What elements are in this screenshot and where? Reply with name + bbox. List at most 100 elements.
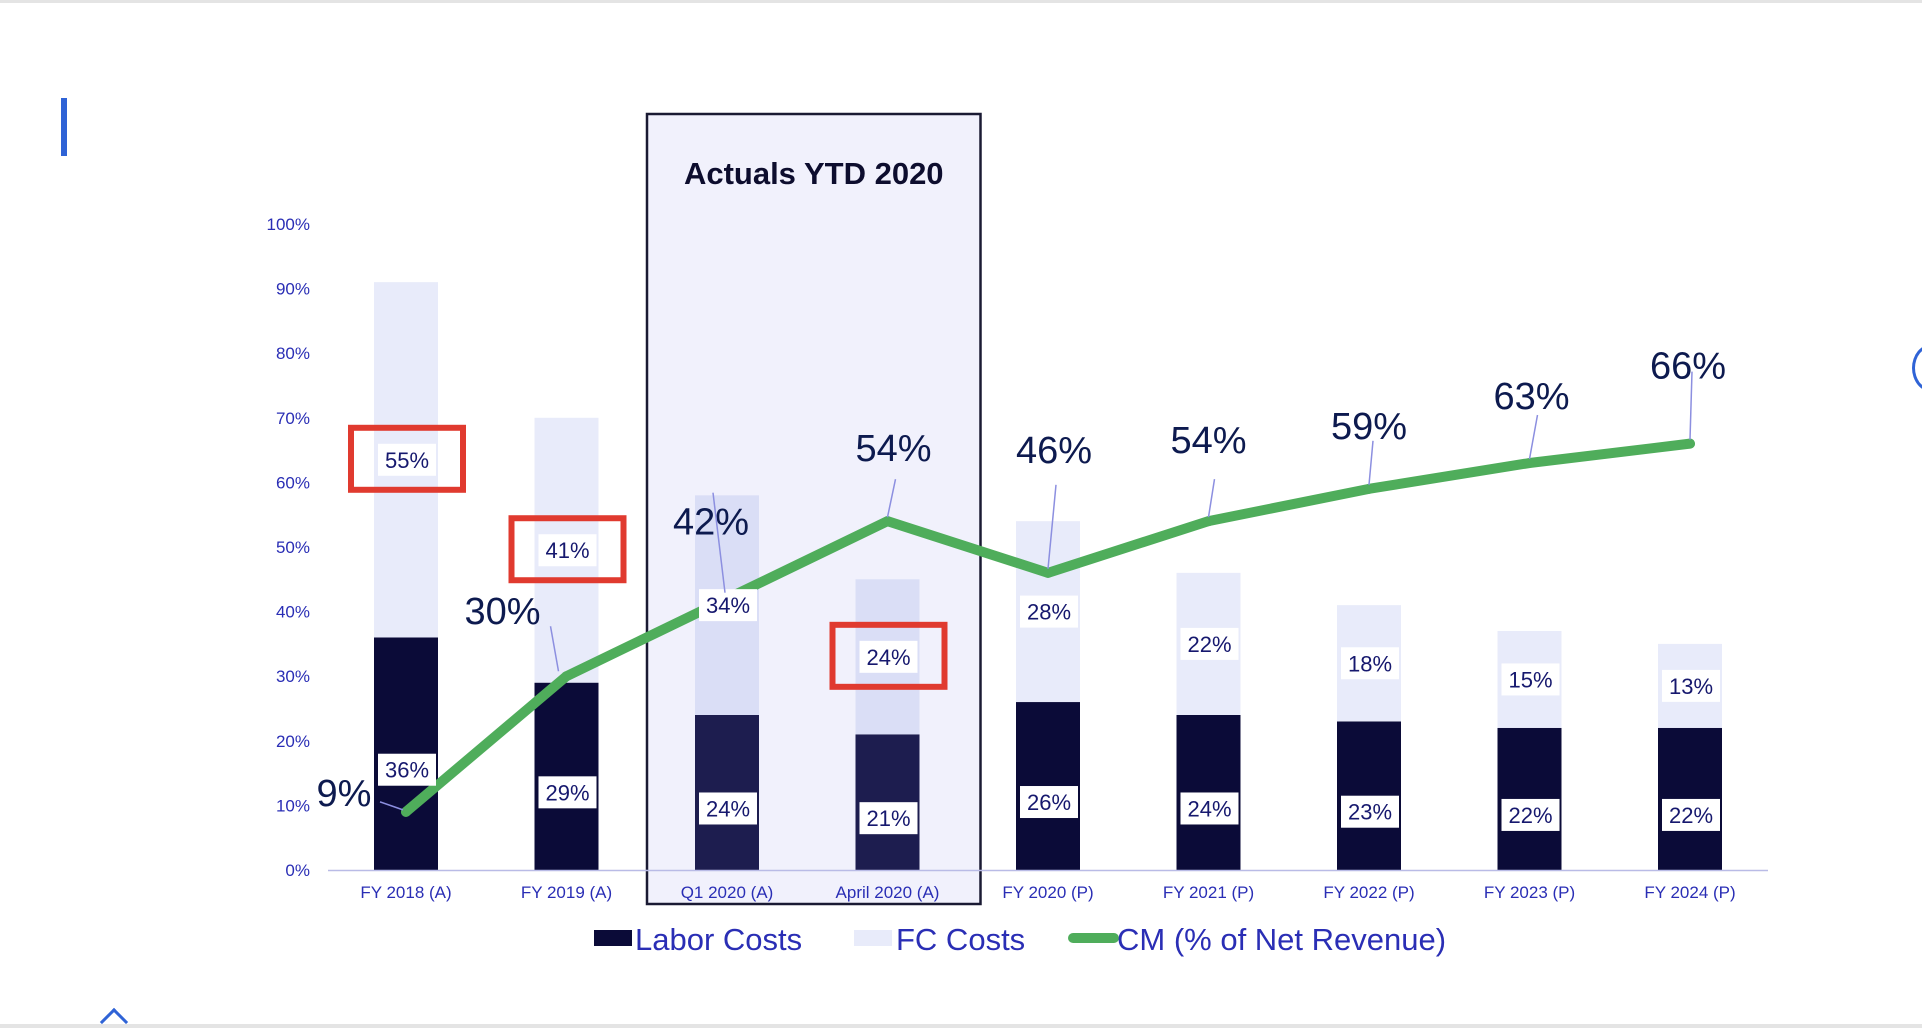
red-highlight-box (508, 515, 627, 584)
cm-label: 46% (1016, 430, 1092, 472)
y-tick-label: 60% (276, 473, 310, 492)
y-tick-label: 20% (276, 732, 310, 751)
fc-costs-label-bg (1180, 627, 1239, 660)
x-axis: FY 2018 (A) FY 2019 (A) Q1 2020 (A) April 2… (328, 869, 1768, 902)
data-labels-layer: 36% 55% 29% 41% 24% 34% 21% 24% 26% 28% 24% 22% 23% 1… (317, 346, 1726, 835)
labor-costs-label: 29% (545, 780, 589, 805)
legend-labor-label: Labor Costs (635, 922, 802, 957)
x-tick-label: FY 2024 (P) (1644, 883, 1735, 902)
labor-costs-label-bg (1501, 798, 1560, 831)
cm-point (1364, 483, 1374, 494)
x-tick-label: FY 2023 (P) (1484, 883, 1575, 902)
fc-costs-label-bg (1501, 663, 1560, 696)
cm-label-leader (712, 492, 726, 593)
title-accent-bar (61, 98, 67, 156)
legend-fc-swatch (854, 930, 892, 946)
highlight-region-title: Actuals YTD 2020 (684, 156, 944, 191)
cm-label: 54% (855, 428, 931, 470)
labor-costs-label-bg (859, 802, 918, 835)
labor-costs-label-bg (699, 792, 757, 825)
cm-label: 9% (317, 773, 372, 815)
x-tick-label: FY 2019 (A) (521, 883, 612, 902)
labor-costs-label-bg (1662, 798, 1720, 831)
cm-label: 42% (673, 502, 749, 544)
cm-label-leader (1368, 440, 1374, 485)
slide-top-border (0, 0, 1922, 3)
legend-labor-swatch (594, 930, 632, 946)
red-highlight-box (829, 621, 948, 690)
y-tick-label: 10% (276, 796, 310, 815)
y-tick-label: 40% (276, 603, 310, 622)
fc-costs-label-bg (1341, 647, 1399, 680)
cm-label: 59% (1331, 406, 1407, 448)
cm-label-leader (1047, 484, 1057, 569)
cm-label-leader (886, 479, 897, 518)
labor-costs-label: 26% (1027, 790, 1071, 815)
fc-costs-label-bg (1662, 669, 1720, 702)
cm-label-leader (1689, 371, 1693, 440)
y-tick-label: 90% (276, 280, 310, 299)
legend-fc-label: FC Costs (896, 922, 1025, 957)
labor-costs-label-bg (1341, 795, 1399, 828)
x-tick-label: Q1 2020 (A) (681, 883, 774, 902)
legend-cm-label: CM (% of Net Revenue) (1117, 922, 1446, 957)
labor-costs-label: 22% (1508, 803, 1552, 828)
cm-point (1524, 458, 1535, 469)
y-tick-label: 30% (276, 667, 310, 686)
y-tick-label: 100% (267, 215, 310, 234)
fc-costs-label: 24% (866, 645, 910, 670)
labor-costs-bar (1337, 721, 1401, 870)
labor-costs-label-bg (1020, 786, 1078, 819)
labor-costs-label-bg (378, 753, 436, 786)
labor-costs-label: 23% (1348, 800, 1392, 825)
x-tick-label: FY 2020 (P) (1002, 883, 1093, 902)
x-tick-label: April 2020 (A) (836, 883, 940, 902)
fc-costs-label-bg (699, 589, 757, 622)
fc-costs-label: 34% (706, 593, 750, 618)
y-axis: 0% 10% 20% 30% 40% 50% 60% 70% 80% 90% 100% (267, 215, 310, 880)
y-tick-label: 50% (276, 538, 310, 557)
fc-costs-label: 41% (545, 538, 589, 563)
labor-costs-label: 24% (1187, 796, 1231, 821)
cm-label-leader (1207, 479, 1216, 518)
fc-costs-label: 55% (385, 448, 429, 473)
cm-label: 66% (1650, 346, 1726, 388)
cm-point (882, 516, 893, 527)
slide-bottom-border (0, 1024, 1922, 1028)
x-tick-label: FY 2018 (A) (360, 883, 451, 902)
labor-costs-label: 21% (866, 806, 910, 831)
x-tick-label: FY 2022 (P) (1323, 883, 1414, 902)
cm-point (1685, 438, 1695, 449)
labor-costs-label: 22% (1669, 803, 1713, 828)
red-highlight-box (348, 424, 466, 493)
cm-label-leader (1528, 414, 1539, 460)
fc-costs-label: 22% (1187, 632, 1231, 657)
fc-costs-label-bg (378, 443, 436, 476)
fc-costs-label: 15% (1508, 667, 1552, 692)
labor-costs-label: 36% (385, 758, 429, 783)
cm-point (1203, 516, 1214, 527)
labor-costs-label-bg (538, 776, 597, 809)
y-tick-label: 0% (285, 861, 310, 880)
y-tick-label: 80% (276, 344, 310, 363)
x-tick-label: FY 2021 (P) (1163, 883, 1254, 902)
labor-costs-bar (534, 682, 599, 870)
cm-label: 30% (464, 591, 540, 633)
fc-costs-label-bg (859, 640, 918, 673)
y-tick-label: 70% (276, 409, 310, 428)
cm-label: 63% (1493, 376, 1569, 418)
cm-label: 54% (1170, 420, 1246, 462)
cm-label-leader (549, 626, 560, 672)
fc-costs-label: 18% (1348, 651, 1392, 676)
labor-costs-label-bg (1180, 792, 1239, 825)
cm-point (401, 806, 411, 817)
cm-point (561, 671, 572, 682)
labor-costs-label: 24% (706, 796, 750, 821)
fc-costs-label: 28% (1027, 600, 1071, 625)
legend: Labor Costs FC Costs CM (% of Net Revenue) (594, 922, 1446, 957)
fc-costs-label: 13% (1669, 674, 1713, 699)
fc-costs-label-bg (538, 534, 597, 567)
cm-label-leader (379, 801, 404, 811)
